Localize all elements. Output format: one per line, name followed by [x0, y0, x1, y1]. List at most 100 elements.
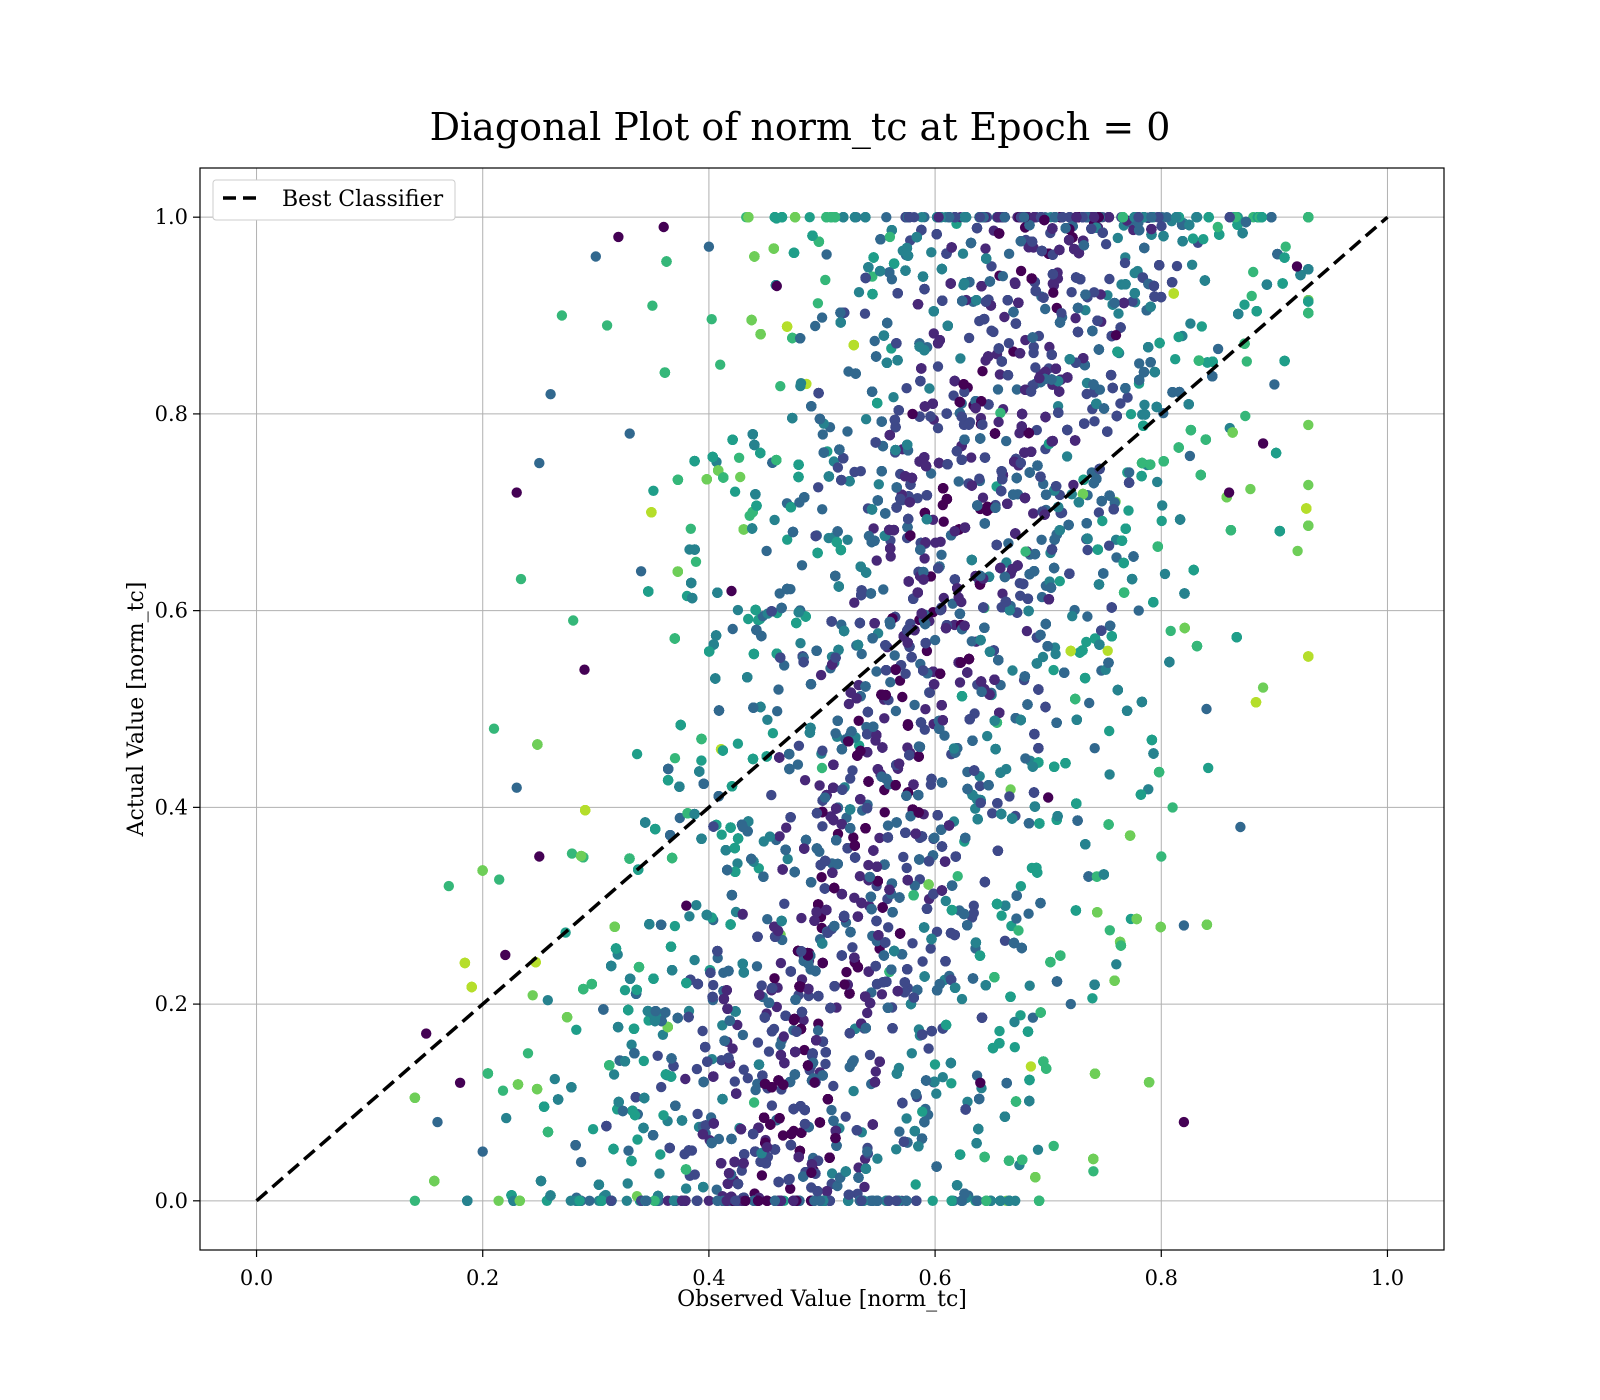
scatter-point [966, 452, 977, 463]
scatter-point [1139, 399, 1150, 410]
scatter-point [1021, 625, 1033, 637]
scatter-point [986, 261, 997, 272]
scatter-point [711, 1184, 722, 1195]
scatter-point [1066, 287, 1077, 298]
scatter-point [799, 1044, 810, 1056]
scatter-point [842, 534, 853, 545]
scatter-point [1122, 392, 1133, 403]
scatter-point [997, 588, 1008, 599]
scatter-point [828, 1080, 839, 1092]
scatter-point [1070, 313, 1081, 324]
scatter-point [999, 935, 1011, 946]
scatter-point [691, 1063, 703, 1075]
scatter-point [917, 1106, 928, 1117]
scatter-point [868, 523, 879, 534]
scatter-point [775, 957, 787, 969]
scatter-point [1198, 234, 1209, 245]
scatter-point [756, 1170, 768, 1181]
scatter-point [774, 831, 785, 842]
scatter-point [655, 1149, 666, 1160]
scatter-point [1009, 1016, 1020, 1028]
scatter-point [527, 990, 538, 1001]
scatter-point [986, 325, 997, 336]
scatter-point [729, 1076, 740, 1087]
scatter-point [1097, 515, 1108, 527]
scatter-point [870, 1066, 881, 1077]
scatter-point [910, 1179, 921, 1190]
scatter-point [782, 534, 793, 545]
scatter-point [872, 1153, 883, 1164]
scatter-point [1020, 753, 1031, 764]
scatter-point [766, 789, 777, 801]
scatter-point [772, 706, 783, 717]
scatter-point [1248, 266, 1259, 278]
scatter-point [717, 1020, 728, 1031]
scatter-point [898, 851, 909, 863]
scatter-point [1003, 338, 1015, 349]
scatter-point [966, 636, 977, 647]
scatter-point [848, 832, 859, 843]
scatter-point [658, 1110, 669, 1121]
scatter-point [1134, 358, 1145, 369]
scatter-point [1081, 388, 1092, 400]
scatter-point [632, 1134, 643, 1145]
scatter-point [795, 378, 807, 389]
scatter-point [909, 880, 920, 891]
scatter-point [885, 551, 896, 562]
scatter-point [847, 765, 858, 776]
scatter-point [1124, 467, 1135, 478]
scatter-point [931, 1088, 942, 1099]
scatter-point [796, 560, 808, 571]
scatter-point [575, 1156, 587, 1168]
scatter-point [889, 650, 900, 661]
scatter-point [1303, 419, 1314, 431]
scatter-point [1127, 296, 1138, 307]
scatter-point [767, 728, 779, 739]
scatter-point [1048, 664, 1059, 676]
scatter-point [995, 407, 1006, 419]
scatter-point [752, 1037, 764, 1048]
scatter-point [497, 1085, 509, 1096]
scatter-point [862, 1007, 873, 1019]
scatter-point [1015, 1010, 1026, 1021]
scatter-point [881, 212, 892, 223]
scatter-point [842, 426, 853, 437]
scatter-point [959, 386, 970, 398]
scatter-point [1013, 925, 1024, 936]
scatter-point [901, 1113, 912, 1124]
scatter-point [775, 381, 786, 392]
scatter-point [494, 874, 505, 885]
scatter-point [622, 1178, 633, 1189]
scatter-point [879, 807, 890, 818]
scatter-point [1089, 416, 1100, 427]
scatter-point [689, 1169, 700, 1180]
scatter-point [763, 1046, 775, 1057]
scatter-point [761, 545, 772, 557]
scatter-point [798, 1015, 809, 1026]
scatter-point [929, 1059, 941, 1070]
scatter-point [738, 1064, 749, 1075]
scatter-point [869, 335, 880, 347]
scatter-point [737, 908, 748, 920]
scatter-point [856, 648, 867, 660]
scatter-point [832, 1180, 843, 1192]
scatter-point [993, 416, 1004, 428]
scatter-point [900, 668, 911, 679]
scatter-point [1161, 212, 1173, 223]
scatter-point [909, 699, 920, 711]
scatter-point [1156, 221, 1167, 232]
scatter-point [685, 523, 696, 534]
scatter-point [812, 1025, 824, 1036]
chart-title: Diagonal Plot of norm_tc at Epoch = 0 [430, 105, 1171, 150]
scatter-point [894, 675, 906, 686]
scatter-point [657, 1029, 669, 1041]
scatter-point [982, 730, 993, 742]
scatter-point [928, 328, 939, 339]
scatter-point [1082, 544, 1093, 556]
scatter-point [1185, 318, 1196, 329]
scatter-point [515, 573, 527, 585]
scatter-point [1028, 341, 1040, 353]
scatter-point [940, 895, 951, 907]
scatter-point [779, 660, 790, 671]
scatter-point [919, 553, 930, 564]
